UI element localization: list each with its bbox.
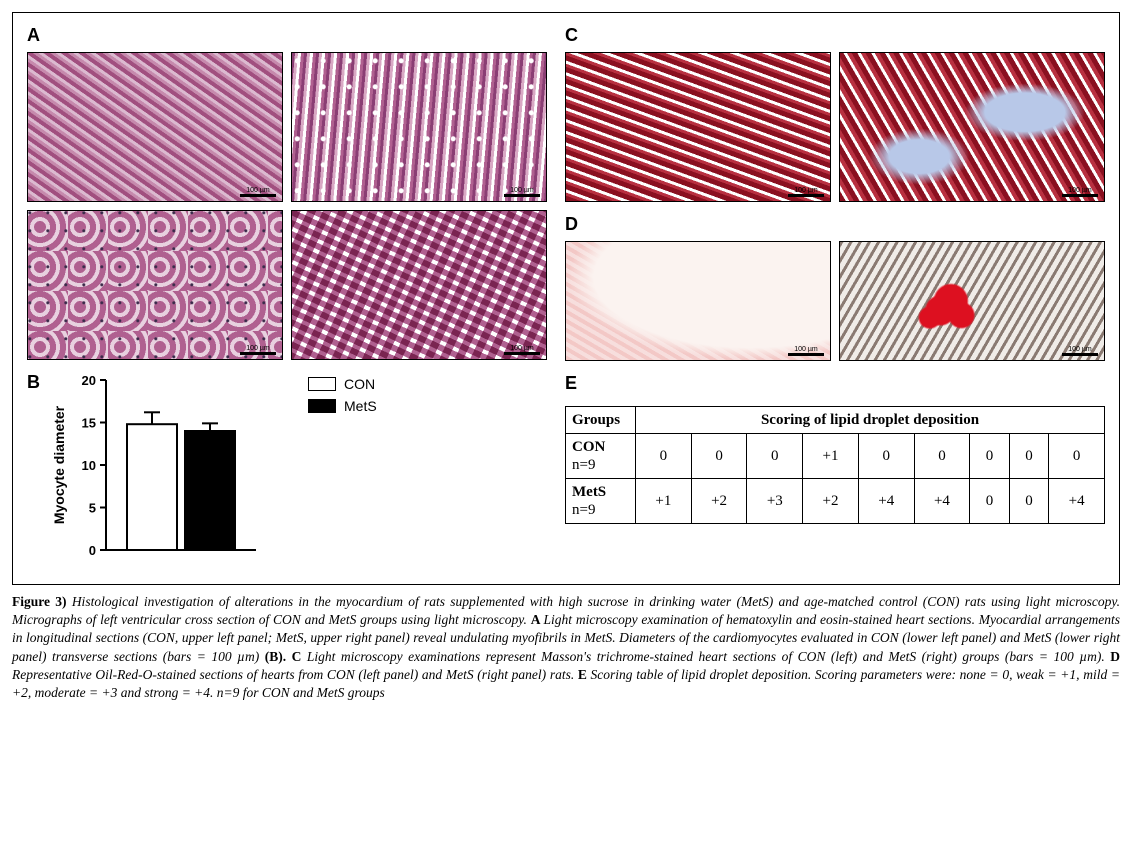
- table-score-cell: +4: [914, 479, 970, 524]
- scalebar-text: 100 µm: [510, 345, 534, 352]
- table-row: CONn=9000+100000: [566, 434, 1105, 479]
- scalebar-line: [1062, 353, 1098, 356]
- scoring-table-head: Groups Scoring of lipid droplet depositi…: [566, 407, 1105, 434]
- svg-text:0: 0: [89, 543, 96, 558]
- figure-layout: A 100 µm 100 µm 100 µm: [27, 23, 1105, 570]
- scalebar-text: 100 µm: [794, 346, 818, 353]
- scalebar: 100 µm: [504, 187, 540, 197]
- legend-row-con: CON: [308, 376, 377, 392]
- table-score-cell: 0: [914, 434, 970, 479]
- table-header-scoring: Scoring of lipid droplet deposition: [636, 407, 1105, 434]
- caption-text-d: Representative Oil-Red-O-stained section…: [12, 667, 578, 682]
- scalebar-text: 100 µm: [246, 345, 270, 352]
- scalebar: 100 µm: [240, 345, 276, 355]
- table-group-cell: MetSn=9: [566, 479, 636, 524]
- table-row: MetSn=9+1+2+3+2+4+400+4: [566, 479, 1105, 524]
- table-score-cell: 0: [1009, 479, 1048, 524]
- micrograph-a-mets-long: 100 µm: [291, 52, 547, 202]
- scalebar-line: [240, 352, 276, 355]
- panel-label-a: A: [27, 25, 547, 46]
- panel-label-d: D: [565, 214, 1105, 235]
- legend-swatch-mets: [308, 399, 336, 413]
- caption-text-c: Light microscopy examinations represent …: [307, 649, 1110, 664]
- caption-ref-d: D: [1110, 649, 1120, 664]
- svg-text:20: 20: [82, 373, 96, 388]
- scoring-table-body: CONn=9000+100000MetSn=9+1+2+3+2+4+400+4: [566, 434, 1105, 524]
- table-score-cell: 0: [747, 434, 803, 479]
- caption-ref-b: (B).: [265, 649, 292, 664]
- scalebar-line: [1062, 194, 1098, 197]
- left-column: A 100 µm 100 µm 100 µm: [27, 23, 547, 570]
- bar-chart-svg: 0 5 10 15 20 Myocyte diameter: [48, 370, 278, 570]
- scalebar-text: 100 µm: [246, 187, 270, 194]
- right-column: C 100 µm 100 µm D: [565, 23, 1105, 570]
- panel-b-chart: 0 5 10 15 20 Myocyte diameter CON MetS: [48, 370, 377, 570]
- table-header-groups: Groups: [566, 407, 636, 434]
- table-score-cell: 0: [970, 479, 1009, 524]
- caption-ref-c: C: [292, 649, 307, 664]
- caption-ref-e: E: [578, 667, 591, 682]
- scalebar-text: 100 µm: [1068, 187, 1092, 194]
- svg-text:Myocyte diameter: Myocyte diameter: [51, 405, 67, 524]
- caption-ref-a: A: [531, 612, 544, 627]
- table-score-cell: 0: [858, 434, 914, 479]
- figure-caption: Figure 3) Histological investigation of …: [12, 593, 1120, 702]
- micrograph-d-mets: 100 µm: [839, 241, 1105, 361]
- micrograph-a-con-trans: 100 µm: [27, 210, 283, 360]
- table-score-cell: +2: [803, 479, 859, 524]
- panel-label-b: B: [27, 372, 40, 393]
- table-score-cell: 0: [970, 434, 1009, 479]
- scalebar-line: [504, 352, 540, 355]
- figure-frame: A 100 µm 100 µm 100 µm: [12, 12, 1120, 585]
- scalebar-line: [240, 194, 276, 197]
- micrograph-c-mets: 100 µm: [839, 52, 1105, 202]
- table-score-cell: 0: [691, 434, 747, 479]
- micrograph-d-con: 100 µm: [565, 241, 831, 361]
- scalebar-line: [788, 194, 824, 197]
- scalebar: 100 µm: [788, 346, 824, 356]
- scalebar-text: 100 µm: [1068, 346, 1092, 353]
- scalebar-line: [788, 353, 824, 356]
- table-score-cell: 0: [1049, 434, 1105, 479]
- scalebar: 100 µm: [240, 187, 276, 197]
- table-score-cell: +4: [858, 479, 914, 524]
- panel-a-grid: 100 µm 100 µm 100 µm: [27, 52, 547, 360]
- micrograph-a-mets-trans: 100 µm: [291, 210, 547, 360]
- micrograph-a-con-long: 100 µm: [27, 52, 283, 202]
- table-score-cell: +4: [1049, 479, 1105, 524]
- svg-text:15: 15: [82, 416, 96, 431]
- scalebar: 100 µm: [504, 345, 540, 355]
- chart-legend: CON MetS: [308, 376, 377, 414]
- legend-label-mets: MetS: [344, 398, 377, 414]
- scalebar: 100 µm: [1062, 187, 1098, 197]
- micrograph-c-con: 100 µm: [565, 52, 831, 202]
- table-score-cell: +1: [803, 434, 859, 479]
- table-score-cell: +2: [691, 479, 747, 524]
- legend-label-con: CON: [344, 376, 375, 392]
- legend-row-mets: MetS: [308, 398, 377, 414]
- scalebar-text: 100 µm: [794, 187, 818, 194]
- scalebar-text: 100 µm: [510, 187, 534, 194]
- scalebar: 100 µm: [788, 187, 824, 197]
- panel-label-e: E: [565, 373, 1105, 394]
- panel-label-c: C: [565, 25, 1105, 46]
- scalebar-line: [504, 194, 540, 197]
- caption-figure-number: Figure 3): [12, 594, 67, 609]
- table-group-cell: CONn=9: [566, 434, 636, 479]
- table-score-cell: +1: [636, 479, 692, 524]
- panel-d-grid: 100 µm 100 µm: [565, 241, 1105, 361]
- table-score-cell: +3: [747, 479, 803, 524]
- svg-text:5: 5: [89, 501, 96, 516]
- scoring-table: Groups Scoring of lipid droplet depositi…: [565, 406, 1105, 524]
- scalebar: 100 µm: [1062, 346, 1098, 356]
- table-score-cell: 0: [636, 434, 692, 479]
- table-score-cell: 0: [1009, 434, 1048, 479]
- panel-c-grid: 100 µm 100 µm: [565, 52, 1105, 202]
- svg-text:10: 10: [82, 458, 96, 473]
- legend-swatch-con: [308, 377, 336, 391]
